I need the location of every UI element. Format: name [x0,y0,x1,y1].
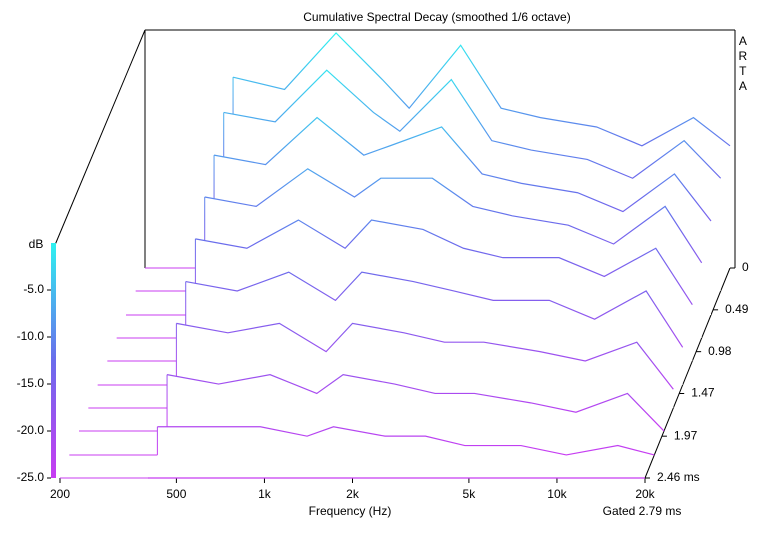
chart-title: Cumulative Spectral Decay (smoothed 1/6 … [303,10,570,24]
slice-mask [167,374,665,432]
t-tick-label: 1.47 [691,386,715,400]
t-tick-label: 0.49 [725,302,749,316]
decay-slice [232,32,731,147]
decay-slice [157,426,655,456]
z-tick-label: -15.0 [17,376,45,390]
right-depth-edge [644,267,731,479]
z-tick-label: -10.0 [17,329,45,343]
z-tick-label: -20.0 [17,423,45,437]
z-axis-label: dB [29,237,44,251]
decay-slice [176,322,674,390]
side-edge [54,29,146,246]
x-tick-label: 10k [547,487,567,501]
x-axis-label: Frequency (Hz) [309,504,392,518]
decay-slice [195,219,693,305]
t-tick-label: 0.98 [708,344,732,358]
x-tick-label: 5k [463,487,477,501]
decay-slice [223,69,722,179]
decay-slice [166,374,665,432]
colorbar [51,243,56,478]
x-tick-label: 500 [166,487,186,501]
x-tick-label: 200 [50,487,70,501]
branding: ARTA [736,34,750,94]
t-tick-label: 0 [742,260,749,274]
decay-slice [185,271,684,348]
plot-area: -5.0 -10.0 -15.0 -20.0 -25.0 200 500 1k 2k 5k 10k 2… [17,32,749,501]
z-tick-label: -5.0 [23,282,44,296]
decay-slice [213,116,712,222]
z-tick-label: -25.0 [17,470,45,484]
decay-slice [204,168,703,264]
x-tick-label: 1k [258,487,272,501]
x-tick-label: 2k [346,487,360,501]
t-tick-label: 1.97 [674,428,698,442]
footnote: Gated 2.79 ms [603,504,682,518]
x-tick-label: 20k [635,487,655,501]
t-tick-label: 2.46 ms [657,470,700,484]
